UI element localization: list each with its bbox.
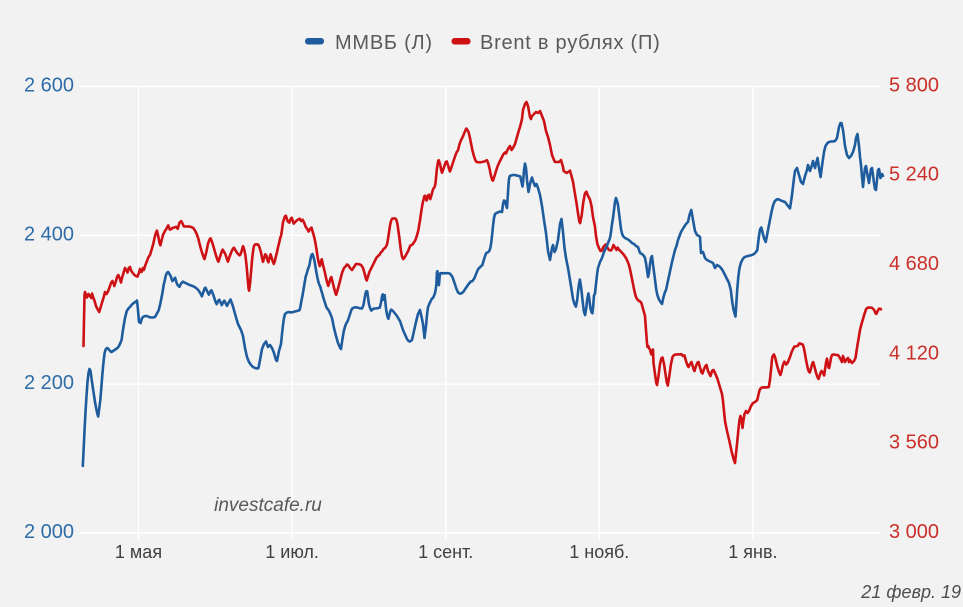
svg-text:21 февр. 19: 21 февр. 19 [860, 582, 961, 602]
svg-text:1 янв.: 1 янв. [728, 542, 777, 562]
svg-text:2 600: 2 600 [24, 74, 74, 96]
svg-text:investcafe.ru: investcafe.ru [214, 495, 322, 516]
svg-text:1 июл.: 1 июл. [265, 542, 319, 562]
svg-text:5 800: 5 800 [889, 74, 939, 96]
svg-text:1 нояб.: 1 нояб. [569, 542, 629, 562]
svg-text:1 мая: 1 мая [115, 542, 162, 562]
svg-text:ММВБ (Л): ММВБ (Л) [335, 32, 433, 54]
svg-text:2 200: 2 200 [24, 372, 74, 394]
svg-text:2 400: 2 400 [24, 223, 74, 245]
svg-text:2 000: 2 000 [24, 521, 74, 543]
svg-text:4 120: 4 120 [889, 342, 939, 364]
svg-text:5 240: 5 240 [889, 164, 939, 186]
svg-text:3 000: 3 000 [889, 521, 939, 543]
svg-text:3 560: 3 560 [889, 432, 939, 454]
svg-text:4 680: 4 680 [889, 253, 939, 275]
svg-text:Brent в рублях (П): Brent в рублях (П) [480, 32, 660, 54]
svg-text:1 сент.: 1 сент. [418, 542, 473, 562]
